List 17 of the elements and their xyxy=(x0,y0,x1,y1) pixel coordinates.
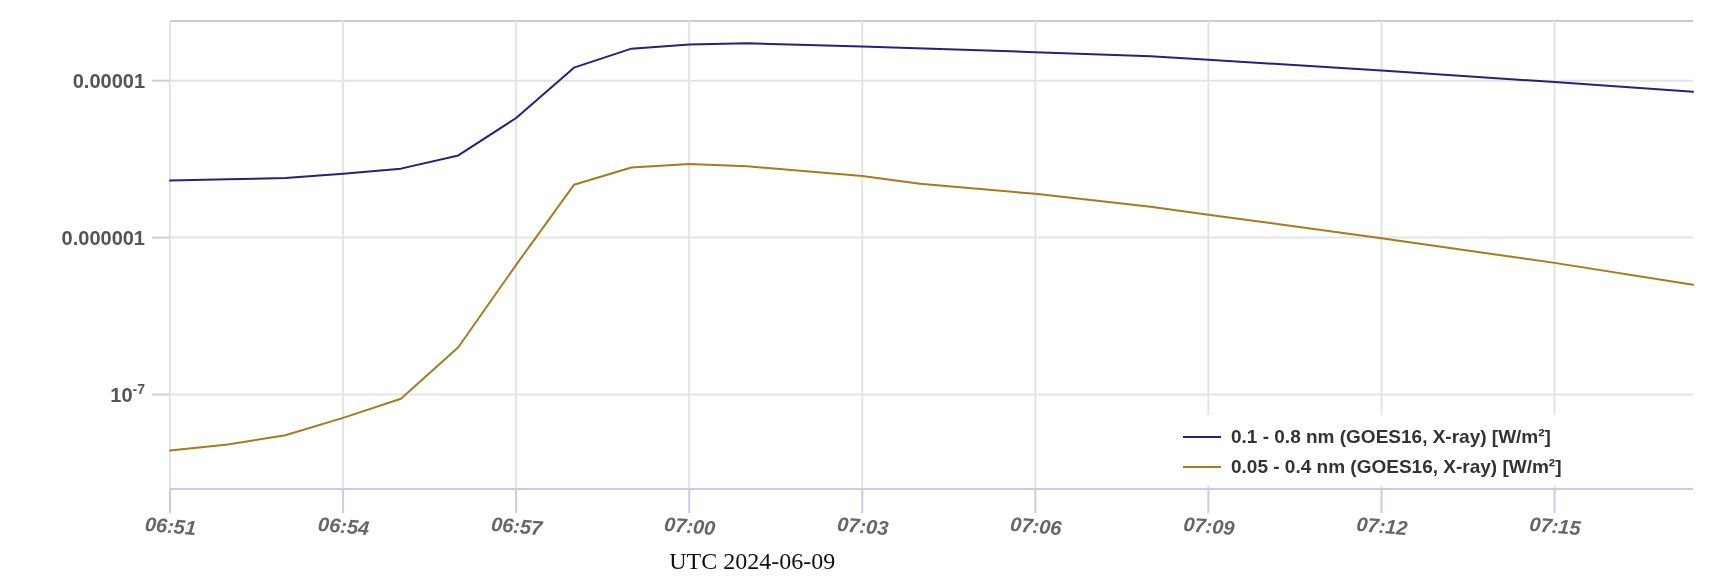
x-tick-label: 07:03 xyxy=(836,512,890,540)
y-tick-label: 0.000001 xyxy=(61,226,145,249)
x-tick-label: 06:54 xyxy=(317,512,371,540)
x-tick-label: 07:12 xyxy=(1355,512,1409,540)
y-tick-label: 10$^{-7}$ xyxy=(110,380,146,406)
line-series xyxy=(169,163,1694,452)
x-tick-label: 06:57 xyxy=(490,512,545,540)
y-tick-label: 0.00001 xyxy=(72,69,145,92)
x-tick-label: 07:00 xyxy=(663,512,717,540)
x-tick-label: 07:09 xyxy=(1182,512,1237,540)
legend-label: 0.05 - 0.4 nm (GOES16, X-ray) [W/m²] xyxy=(1231,456,1562,477)
x-tick-label: 06:51 xyxy=(144,512,198,540)
x-axis-title: UTC 2024-06-09 xyxy=(669,548,836,574)
line-series xyxy=(169,42,1694,182)
x-tick-label: 07:06 xyxy=(1009,512,1064,540)
legend-label: 0.1 - 0.8 nm (GOES16, X-ray) [W/m²] xyxy=(1231,426,1551,447)
x-tick-label: 07:15 xyxy=(1528,512,1583,540)
